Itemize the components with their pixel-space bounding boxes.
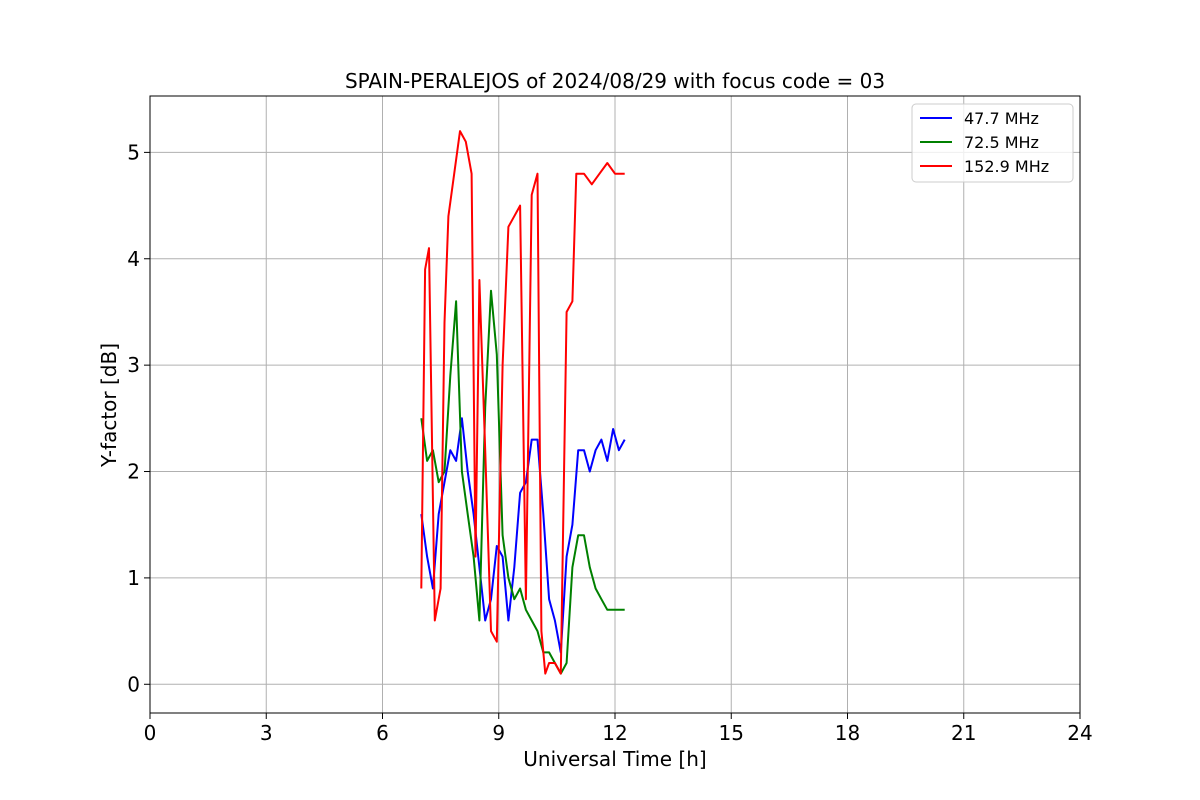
x-tick-label: 18 — [835, 721, 860, 745]
y-tick-label: 1 — [127, 566, 140, 590]
x-tick-label: 6 — [376, 721, 389, 745]
legend: 47.7 MHz 72.5 MHz 152.9 MHz — [911, 103, 1074, 183]
y-axis-label: Y-factor [dB] — [97, 343, 121, 468]
plot-area — [420, 130, 626, 675]
series-line-3 — [420, 130, 625, 675]
series-line-1 — [420, 417, 626, 654]
legend-label: 152.9 MHz — [964, 157, 1049, 176]
x-tick-label: 15 — [719, 721, 744, 745]
y-tick-label: 2 — [127, 460, 140, 484]
legend-label: 72.5 MHz — [964, 133, 1039, 152]
y-tick-label: 3 — [127, 353, 140, 377]
legend-box — [911, 103, 1074, 183]
y-tick-label: 5 — [127, 140, 140, 164]
series-line-2 — [420, 289, 625, 675]
x-tick-label: 0 — [144, 721, 157, 745]
x-tick-label: 24 — [1067, 721, 1092, 745]
x-tick-label: 3 — [260, 721, 273, 745]
x-tick-label: 9 — [492, 721, 505, 745]
y-tick-label: 0 — [127, 672, 140, 696]
x-tick-label: 21 — [951, 721, 976, 745]
chart-title: SPAIN-PERALEJOS of 2024/08/29 with focus… — [345, 69, 885, 93]
y-tick-label: 4 — [127, 247, 140, 271]
x-axis-label: Universal Time [h] — [523, 747, 706, 771]
x-tick-label: 12 — [602, 721, 627, 745]
legend-label: 47.7 MHz — [964, 109, 1039, 128]
